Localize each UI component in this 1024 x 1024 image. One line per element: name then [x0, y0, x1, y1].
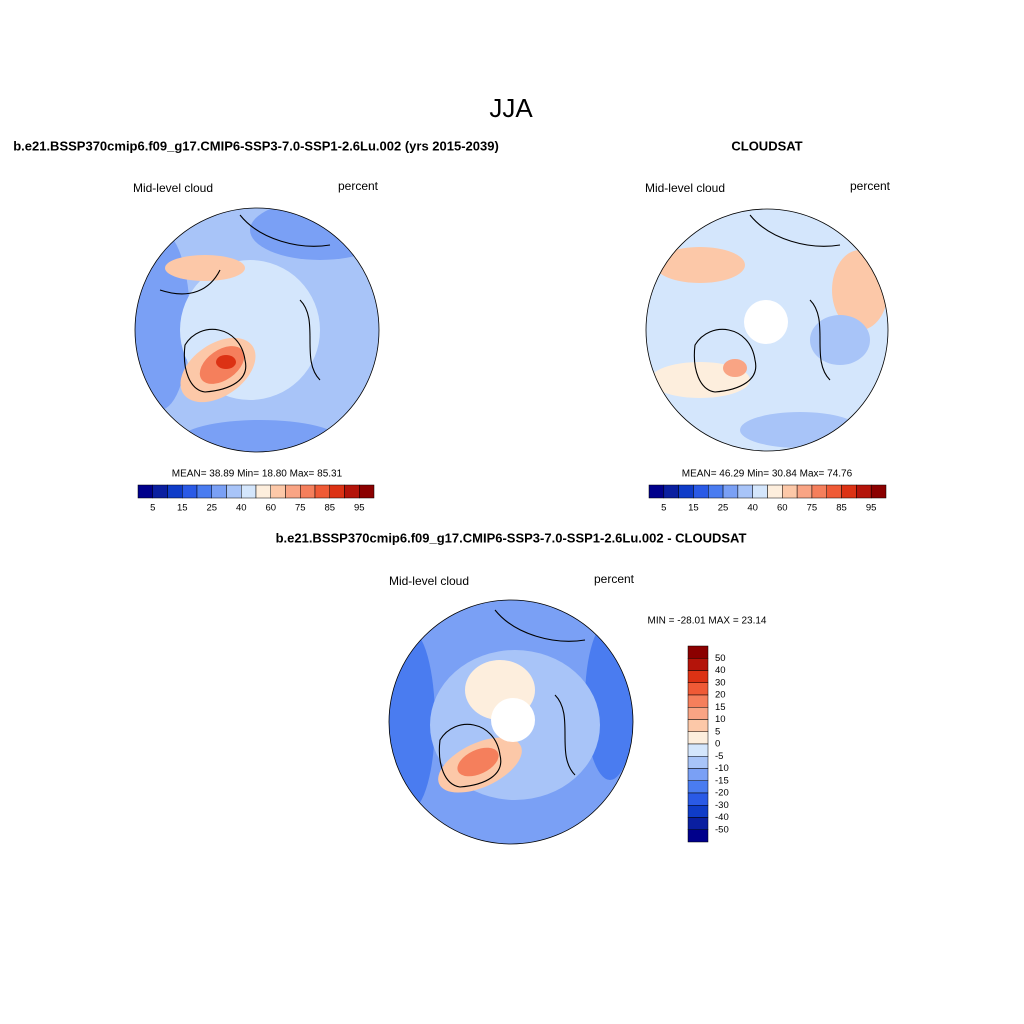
colorbar-label: -40	[715, 812, 729, 823]
colorbar-box	[678, 484, 694, 499]
colorbar-label: -30	[715, 800, 729, 811]
colorbar-label: 20	[715, 690, 726, 701]
colorbar-label: -10	[715, 763, 729, 774]
colorbar-box	[856, 484, 872, 499]
colorbar-box	[241, 484, 257, 499]
units-label: percent	[338, 179, 379, 193]
colorbar-box	[329, 484, 345, 499]
stats: MIN = -28.01 MAX = 23.14	[648, 616, 767, 627]
colorbar-label: 40	[747, 503, 758, 514]
colorbar-label: 0	[715, 739, 720, 750]
colorbar-box	[737, 484, 753, 499]
colorbar-box	[687, 829, 709, 843]
variable-label: Mid-level cloud	[133, 181, 213, 195]
colorbar-box	[226, 484, 242, 499]
colorbar-box	[693, 484, 709, 499]
colorbar-box	[687, 670, 709, 683]
colorbar-label: 5	[715, 726, 720, 737]
colorbar-box	[687, 707, 709, 720]
map	[135, 208, 379, 452]
variable-label: Mid-level cloud	[389, 574, 469, 588]
colorbar-box	[826, 484, 842, 499]
colorbar-box	[841, 484, 857, 499]
colorbar-box	[796, 484, 813, 499]
colorbar-label: 40	[236, 503, 247, 514]
colorbar-box	[722, 484, 739, 499]
variable-label: Mid-level cloud	[645, 181, 725, 195]
colorbar-label: 10	[715, 714, 726, 725]
colorbar-label: 5	[661, 503, 666, 514]
colorbar-label: -20	[715, 788, 729, 799]
colorbar-label: 5	[150, 503, 155, 514]
colorbar-label: 25	[718, 503, 729, 514]
colorbar-box	[870, 484, 887, 499]
colorbar-box	[687, 817, 709, 830]
colorbar-box	[167, 484, 183, 499]
colorbar-label: 30	[715, 677, 726, 688]
colorbar-box	[687, 805, 709, 818]
colorbar-box	[314, 484, 330, 499]
stats: MEAN= 46.29 Min= 30.84 Max= 74.76	[682, 469, 853, 480]
colorbar-box	[752, 484, 768, 499]
colorbar-label: 95	[866, 503, 877, 514]
map	[389, 600, 633, 844]
colorbar-box	[782, 484, 798, 499]
map-border	[388, 599, 634, 845]
map	[646, 209, 888, 451]
colorbar-label: 95	[354, 503, 365, 514]
colorbar-label: 40	[715, 665, 726, 676]
colorbar-box	[687, 756, 709, 769]
colorbar-box	[687, 658, 709, 671]
colorbar-label: 15	[688, 503, 699, 514]
colorbar-box	[270, 484, 286, 499]
colorbar-box	[196, 484, 212, 499]
colorbar-box	[359, 484, 375, 499]
map-border	[645, 208, 889, 452]
colorbar-label: -5	[715, 751, 723, 762]
colorbar-box	[182, 484, 198, 499]
colorbar-box	[648, 484, 665, 499]
colorbar-box	[687, 645, 709, 659]
colorbar-label: 15	[177, 503, 188, 514]
colorbar-box	[687, 719, 709, 732]
colorbar-box	[767, 484, 783, 499]
map-border	[134, 207, 380, 453]
colorbar-label: 85	[324, 503, 335, 514]
colorbar-label: 60	[777, 503, 788, 514]
colorbar-label: 60	[265, 503, 276, 514]
panel-title: b.e21.BSSP370cmip6.f09_g17.CMIP6-SSP3-7.…	[276, 530, 747, 545]
colorbar-box	[811, 484, 827, 499]
colorbar-label: 50	[715, 653, 726, 664]
colorbar-box	[708, 484, 724, 499]
panel-title: CLOUDSAT	[731, 138, 802, 153]
colorbar-label: 25	[206, 503, 217, 514]
colorbar-box	[687, 743, 709, 757]
colorbar-label: 75	[295, 503, 306, 514]
panel-title: b.e21.BSSP370cmip6.f09_g17.CMIP6-SSP3-7.…	[13, 138, 499, 153]
colorbar-box	[687, 792, 709, 806]
colorbar-box	[300, 484, 316, 499]
units-label: percent	[850, 179, 891, 193]
colorbar-box	[687, 694, 709, 708]
colorbar-label: 85	[836, 503, 847, 514]
colorbar-box	[687, 780, 709, 794]
colorbar-box	[344, 484, 360, 499]
stats: MEAN= 38.89 Min= 18.80 Max= 85.31	[172, 469, 343, 480]
units-label: percent	[594, 572, 635, 586]
figure-title: JJA	[489, 93, 533, 123]
colorbar-box	[255, 484, 271, 499]
colorbar-box	[152, 484, 168, 499]
colorbar-box	[211, 484, 227, 499]
colorbar-box	[687, 731, 709, 745]
colorbar-label: 75	[807, 503, 818, 514]
colorbar-label: -15	[715, 775, 729, 786]
colorbar-label: -50	[715, 824, 729, 835]
colorbar-label: 15	[715, 702, 726, 713]
colorbar-box	[687, 768, 709, 781]
colorbar-box	[137, 484, 153, 499]
colorbar-box	[285, 484, 301, 499]
colorbar-box	[687, 682, 709, 696]
colorbar-box	[663, 484, 679, 499]
